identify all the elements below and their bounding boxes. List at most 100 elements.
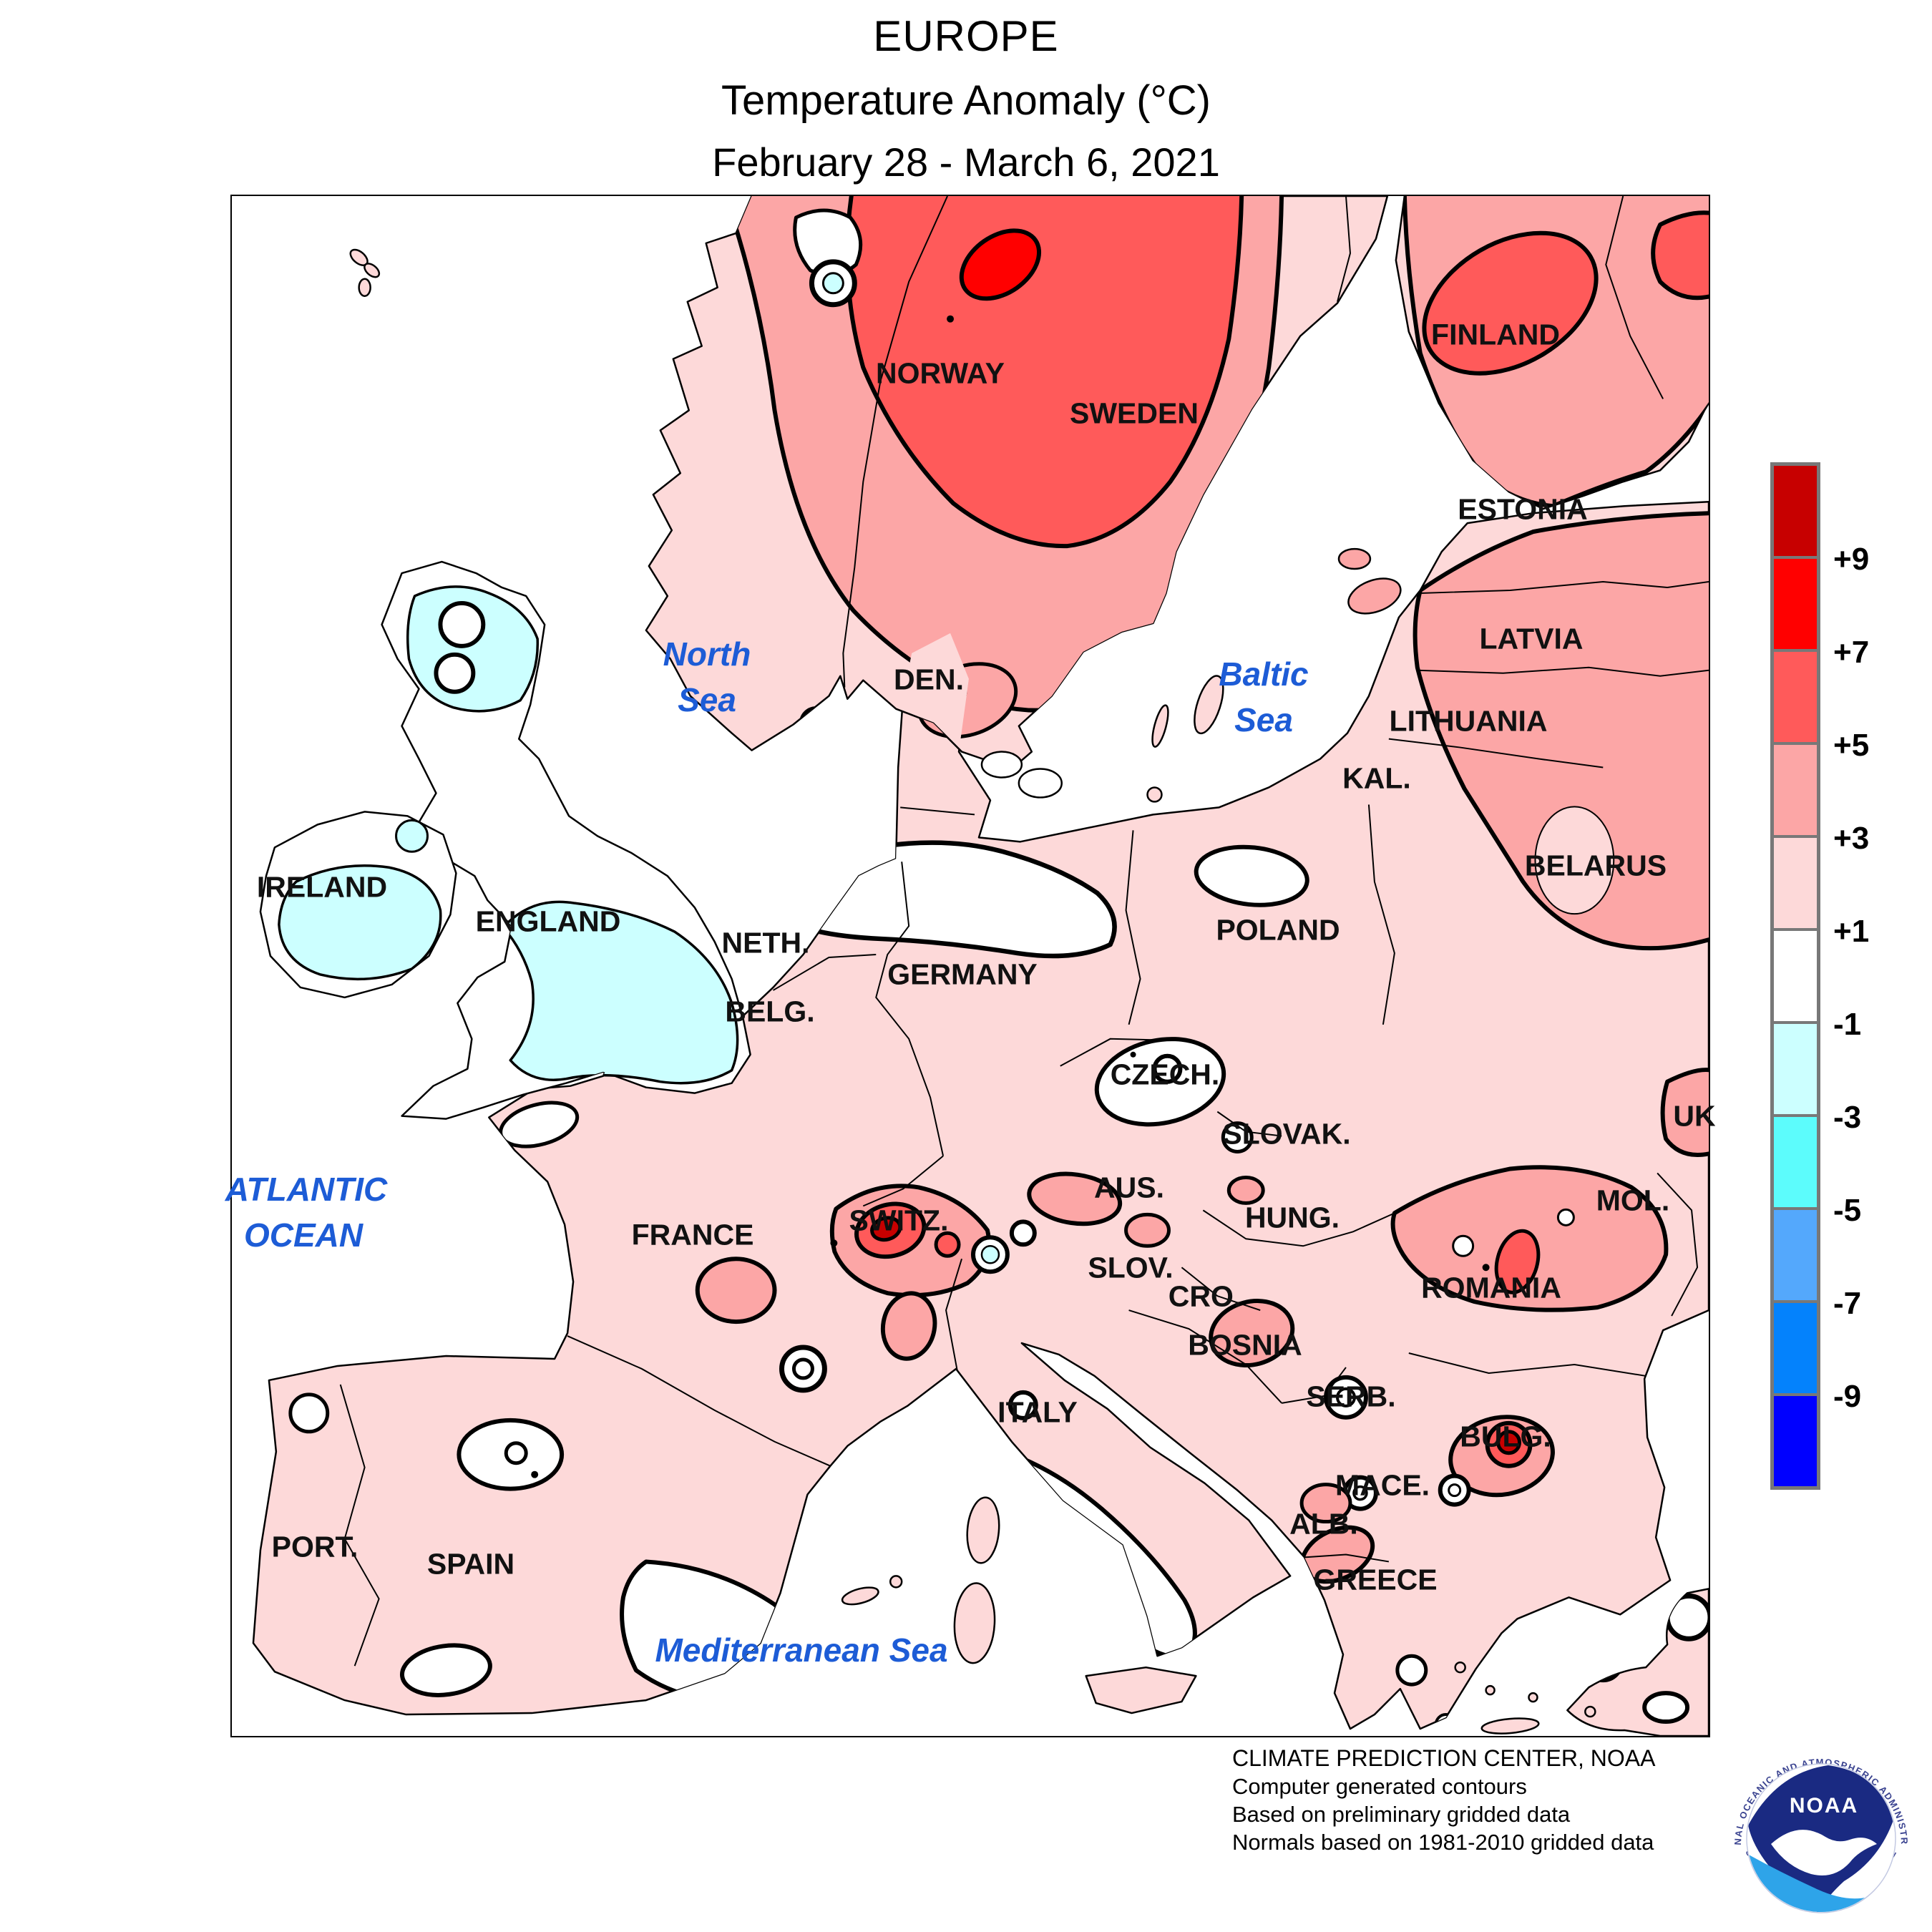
island-sicily (1085, 1666, 1197, 1714)
island-corsica (966, 1496, 1000, 1564)
serbia-south-ring-inner (1352, 1485, 1368, 1501)
thrace-white-ring (1582, 1641, 1624, 1683)
island-sardinia (953, 1582, 996, 1664)
credits-source: CLIMATE PREDICTION CENTER, NOAA (1232, 1745, 1656, 1771)
country-borders (339, 196, 1709, 1667)
alps-plus9-core (870, 1216, 902, 1242)
austria-plus3-east (1124, 1212, 1171, 1248)
pyrenees-ring-inner (791, 1357, 814, 1380)
legend-tick-m3: -3 (1833, 1100, 1862, 1135)
norway-coast-cold-spot (821, 272, 844, 295)
noaa-logo: NATIONAL OCEANIC AND ATMOSPHERIC ADMINIS… (1720, 1737, 1922, 1932)
island-aegean-3 (1528, 1692, 1538, 1703)
greece-white-1 (1395, 1654, 1428, 1687)
island-aegean-2 (1485, 1684, 1496, 1696)
credits-data: Based on preliminary gridded data (1232, 1802, 1571, 1827)
credits-method: Computer generated contours (1232, 1774, 1527, 1799)
scotland-ring-1 (438, 600, 486, 648)
serbia-ring-outer (1324, 1375, 1368, 1420)
iberia-center-white (457, 1418, 565, 1491)
island-crete (1480, 1717, 1540, 1735)
po-valley-ring (1008, 1390, 1038, 1420)
legend-swatch-neutral (1774, 931, 1817, 1021)
europe-anomaly-map (230, 195, 1710, 1737)
island-funen (1018, 768, 1063, 799)
legend-tick-p3: +3 (1833, 821, 1870, 856)
scandinavia-dot (947, 315, 955, 323)
legend-swatch-underm9 (1774, 1396, 1817, 1486)
page-subtitle: Temperature Anomaly (°C) (721, 77, 1211, 124)
russia-ne-plus5 (1651, 210, 1709, 301)
valencia-cold-dot (787, 1641, 802, 1657)
island-rhodes (1584, 1705, 1596, 1718)
scandinavia-plus5 (845, 196, 1244, 549)
legend-swatch-m1-m3 (1774, 1024, 1817, 1114)
romania-white-2 (1556, 1208, 1575, 1226)
east-band-plus3 (1413, 511, 1709, 951)
austria-plus3 (1027, 1171, 1123, 1226)
bulgaria-plus9-core (1496, 1430, 1522, 1455)
island-aegean-1 (1454, 1661, 1466, 1674)
scotland-ring-2 (434, 652, 476, 694)
legend-swatch-over9 (1774, 466, 1817, 556)
legend-swatch-m3-m5 (1774, 1117, 1817, 1207)
poland-north-white (1194, 844, 1309, 907)
page-title: EUROPE (873, 12, 1059, 60)
norway-tip-ring (799, 706, 833, 741)
map-dots (531, 1051, 1490, 1478)
alps-cold-spot (980, 1245, 1000, 1264)
romania-plus5 (1494, 1229, 1541, 1294)
credits-normals: Normals based on 1981-2010 gridded data (1232, 1830, 1654, 1855)
date-range: February 28 - March 6, 2021 (712, 140, 1220, 185)
serbia-ring-inner (1336, 1387, 1356, 1407)
iberia-center-ring (504, 1441, 528, 1465)
legend-swatch-m5-m7 (1774, 1210, 1817, 1300)
bulgaria-sw-ring (1438, 1473, 1471, 1507)
island-saaremaa (1347, 577, 1402, 615)
alps-south-plus3 (880, 1291, 937, 1361)
island-oland (1151, 704, 1169, 748)
title-block: EUROPE Temperature Anomaly (°C) February… (712, 11, 1220, 185)
legend-swatch-m7-m9 (1774, 1303, 1817, 1393)
alps-white-ring-east (1009, 1219, 1037, 1247)
scandinavia-plus7 (959, 228, 1042, 301)
macedonia-plus3 (1299, 1483, 1352, 1524)
iberia-nw-white (288, 1392, 330, 1434)
bulgaria-sw-ring-inner (1448, 1483, 1462, 1498)
norway-coast-white (793, 208, 863, 277)
finland-plus5 (1422, 230, 1599, 376)
hungary-east-plus3 (1226, 1175, 1265, 1205)
alps-plus5-east (934, 1231, 961, 1258)
credits-block: CLIMATE PREDICTION CENTER, NOAA Computer… (1232, 1745, 1655, 1856)
map-graphic (252, 196, 1709, 1736)
czech-inner-ring (1152, 1053, 1183, 1084)
island-mallorca (841, 1586, 879, 1606)
island-zealand (980, 751, 1023, 779)
ireland-cold (278, 864, 442, 981)
romania-white-1 (1452, 1234, 1475, 1257)
ukraine-edge-plus3 (1660, 1068, 1709, 1157)
island-faroe-2 (364, 263, 381, 278)
legend-tick-m7: -7 (1833, 1286, 1862, 1321)
france-plus3 (695, 1257, 777, 1324)
noaa-gull (1771, 1830, 1877, 1875)
anomaly-shading (278, 196, 1709, 1736)
belarus-west-pink (1534, 806, 1615, 915)
turkey-white-1 (1642, 1691, 1690, 1724)
land-continent (252, 500, 1709, 1730)
thrace-white-ring-inner (1594, 1652, 1613, 1672)
iberia-south-white (399, 1643, 492, 1697)
england-cold (502, 900, 739, 1085)
legend-swatch-7-9 (1774, 559, 1817, 649)
ireland-cold-ne (395, 819, 429, 853)
legend-tick-p7: +7 (1833, 635, 1870, 670)
noaa-acronym: NOAA (1790, 1794, 1858, 1818)
island-menorca (889, 1575, 903, 1589)
legend-swatch-1-3 (1774, 838, 1817, 928)
island-faroe-3 (358, 278, 371, 297)
turkey-white-2 (1664, 1593, 1709, 1641)
legend-tick-m5: -5 (1833, 1193, 1862, 1228)
legend-tick-p5: +5 (1833, 728, 1870, 763)
legend-tick-p1: +1 (1833, 914, 1870, 949)
